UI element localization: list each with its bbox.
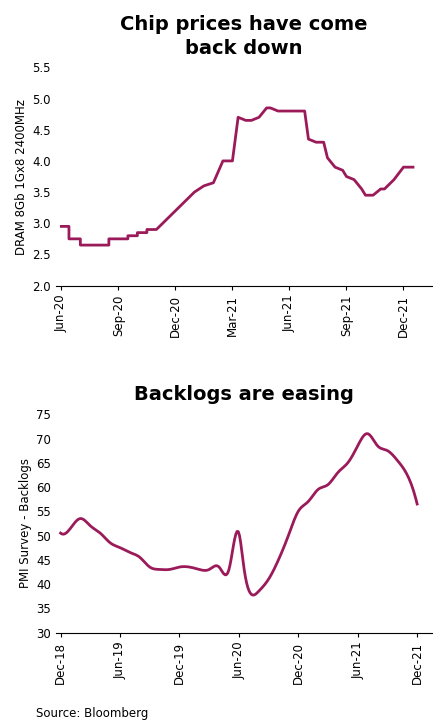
Y-axis label: DRAM 8Gb 1Gx8 2400MHz: DRAM 8Gb 1Gx8 2400MHz	[15, 98, 28, 255]
Title: Backlogs are easing: Backlogs are easing	[134, 385, 354, 405]
Text: Source: Bloomberg: Source: Bloomberg	[36, 707, 148, 720]
Y-axis label: PMI Survey - Backlogs: PMI Survey - Backlogs	[19, 458, 32, 589]
Title: Chip prices have come
back down: Chip prices have come back down	[120, 15, 367, 57]
